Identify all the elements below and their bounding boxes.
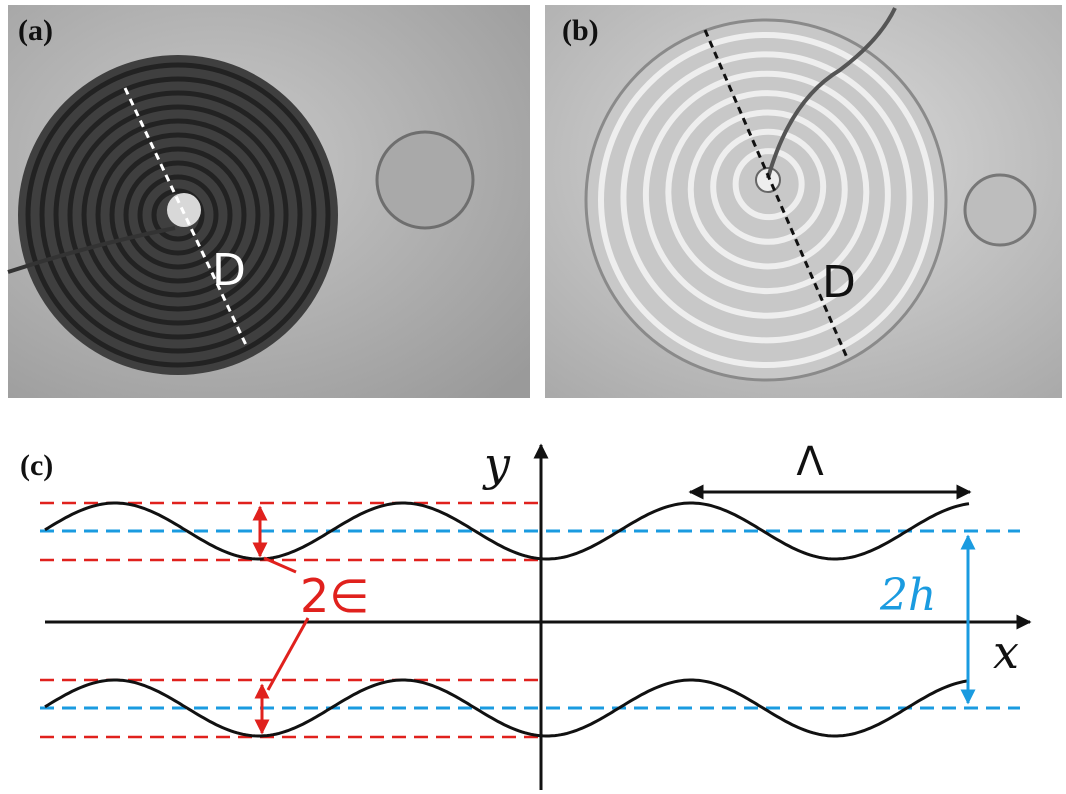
schematic-c: (c) Λ 2∈ 2h y x [20, 437, 1030, 790]
panel-label: (a) [18, 14, 53, 47]
page-body: {"panels": [ {"label": "(a)", "dimension… [0, 0, 1066, 794]
photo-a: (a) D [8, 5, 530, 398]
panel-label: (c) [20, 449, 53, 482]
amplitude-label: 2∈ [300, 569, 369, 623]
page: body { margin: 0; width: 1066px; height:… [0, 0, 1066, 794]
dimension-label: D [822, 257, 856, 308]
coin [965, 175, 1035, 245]
figure: (a) D (b) D (c) Λ 2∈ [0, 0, 1066, 794]
height-label: 2h [879, 570, 936, 621]
photo-b: (b) D [545, 5, 1062, 398]
y-axis-label: y [482, 437, 511, 491]
dimension-label: D [212, 245, 246, 296]
coin [377, 132, 473, 228]
panel-label: (b) [562, 14, 599, 47]
x-axis-label: x [993, 625, 1019, 679]
wavelength-label: Λ [796, 439, 824, 485]
